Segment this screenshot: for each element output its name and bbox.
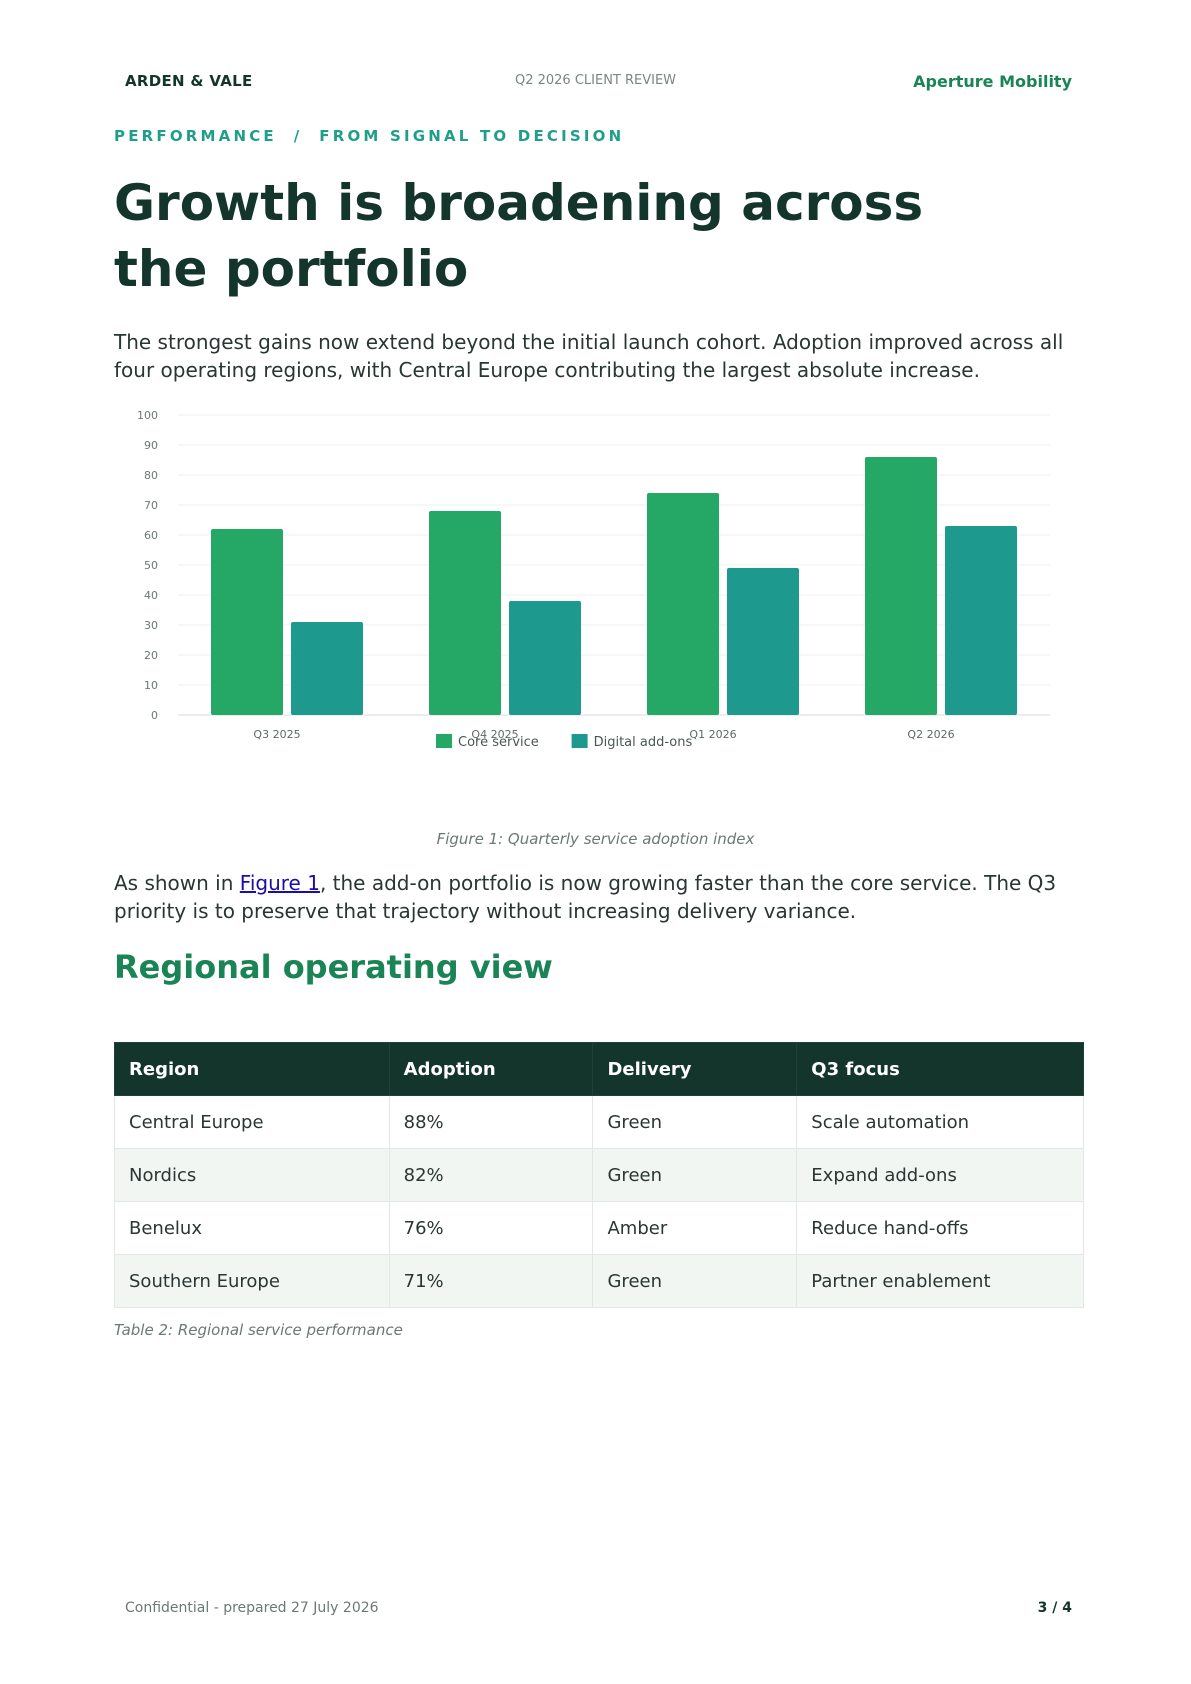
y-tick-label: 30: [144, 619, 158, 632]
bar-0: [211, 529, 283, 715]
cell-region: Southern Europe: [114, 1254, 390, 1308]
x-tick-label: Q3 2025: [253, 728, 300, 741]
cell-region: Central Europe: [114, 1095, 390, 1149]
y-tick-label: 90: [144, 439, 158, 452]
bar-0: [429, 511, 501, 715]
analysis-text-before: As shown in: [114, 871, 240, 895]
analysis-text-after: , the add-on portfolio is now growing fa…: [114, 871, 1057, 923]
intro-paragraph: The strongest gains now extend beyond th…: [114, 330, 1064, 382]
table-row: Nordics 82% Green Expand add-ons: [114, 1148, 1084, 1202]
bar-1: [291, 622, 363, 715]
bar-0: [865, 457, 937, 715]
y-tick-label: 20: [144, 649, 158, 662]
table-row: Southern Europe 71% Green Partner enable…: [114, 1254, 1084, 1308]
page-number: 3 / 4: [1037, 1600, 1072, 1616]
bar-1: [727, 568, 799, 715]
y-tick-label: 70: [144, 499, 158, 512]
cell-delivery: Green: [592, 1254, 798, 1308]
x-tick-label: Q1 2026: [689, 728, 736, 741]
table-row: Benelux 76% Amber Reduce hand-offs: [114, 1201, 1084, 1255]
y-tick-label: 100: [137, 409, 158, 422]
client-name: Aperture Mobility: [913, 72, 1072, 91]
figure-1-link[interactable]: Figure 1: [239, 871, 320, 895]
column-header-q3-focus: Q3 focus: [796, 1042, 1084, 1096]
section-kicker: PERFORMANCE / FROM SIGNAL TO DECISION: [114, 127, 625, 145]
cell-delivery: Green: [592, 1095, 798, 1149]
section-title: Regional operating view: [114, 948, 553, 986]
bar-1: [945, 526, 1017, 715]
y-tick-label: 10: [144, 679, 158, 692]
legend-swatch: [436, 734, 452, 748]
cell-adoption: 71%: [388, 1254, 594, 1308]
y-tick-label: 50: [144, 559, 158, 572]
cell-focus: Scale automation: [796, 1095, 1084, 1149]
y-tick-label: 80: [144, 469, 158, 482]
cell-adoption: 76%: [388, 1201, 594, 1255]
cell-focus: Reduce hand-offs: [796, 1201, 1084, 1255]
bar-0: [647, 493, 719, 715]
bar-1: [509, 601, 581, 715]
cell-focus: Partner enablement: [796, 1254, 1084, 1308]
adoption-bar-chart: 0 10 20 30 40 50 60 70 80 90 100 Q3 2025 Q4 2025 Q1 2…: [137, 409, 1050, 750]
legend-label: Core service: [458, 735, 539, 750]
legend-swatch: [571, 734, 588, 748]
column-header-delivery: Delivery: [592, 1042, 798, 1096]
table-header-row: Region Adoption Delivery Q3 focus: [114, 1042, 1084, 1096]
legend-label: Digital add-ons: [594, 735, 693, 750]
document-label: Q2 2026 CLIENT REVIEW: [514, 73, 677, 88]
x-tick-label: Q2 2026: [907, 728, 954, 741]
analysis-paragraph: As shown in Figure 1, the add-on portfol…: [114, 869, 1099, 925]
page-title: Growth is broadening across the portfoli…: [114, 174, 924, 298]
table-row: Central Europe 88% Green Scale automatio…: [114, 1095, 1084, 1149]
cell-focus: Expand add-ons: [796, 1148, 1084, 1202]
regional-table: Region Adoption Delivery Q3 focus Centra…: [114, 1042, 1084, 1308]
y-tick-label: 40: [144, 589, 158, 602]
column-header-adoption: Adoption: [388, 1042, 594, 1096]
cell-region: Nordics: [114, 1148, 390, 1202]
x-tick-label: Q4 2025: [471, 728, 518, 741]
y-tick-label: 60: [144, 529, 158, 542]
cell-region: Benelux: [114, 1201, 390, 1255]
page-header: ARDEN & VALE Q2 2026 CLIENT REVIEW Apert…: [0, 72, 1191, 96]
brand-name: ARDEN & VALE: [125, 72, 253, 90]
cell-adoption: 82%: [388, 1148, 594, 1202]
cell-delivery: Amber: [592, 1201, 798, 1255]
cell-adoption: 88%: [388, 1095, 594, 1149]
y-tick-label: 0: [151, 709, 158, 722]
table-caption: Table 2: Regional service performance: [114, 1321, 403, 1339]
cell-delivery: Green: [592, 1148, 798, 1202]
footer-confidential: Confidential - prepared 27 July 2026: [125, 1600, 379, 1616]
figure-caption: Figure 1: Quarterly service adoption ind…: [436, 830, 755, 848]
column-header-region: Region: [114, 1042, 390, 1096]
